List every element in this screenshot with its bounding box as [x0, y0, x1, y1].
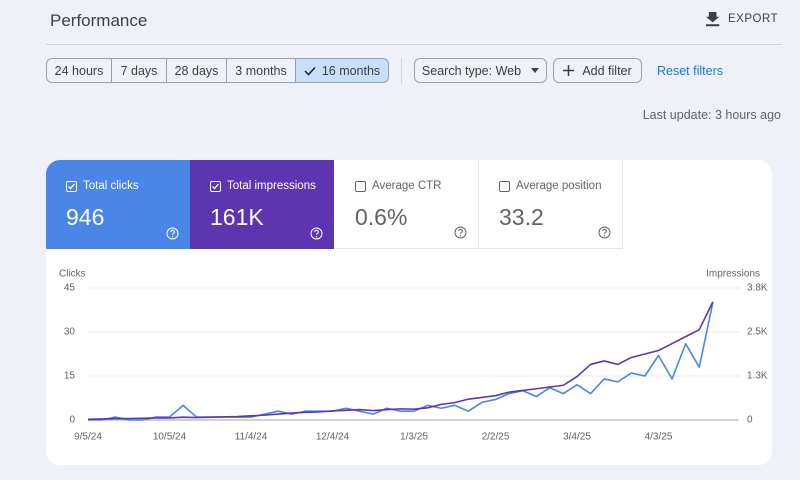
x-tick-label: 4/3/25	[645, 432, 673, 443]
range-button[interactable]: 28 days	[166, 58, 227, 83]
range-label: 16 months	[322, 64, 380, 78]
metric-header: Average position	[499, 180, 622, 192]
y2-axis-title: Impressions	[706, 269, 760, 280]
x-tick-label: 1/3/25	[400, 432, 428, 443]
checkbox	[210, 181, 221, 192]
chart: Clicks Impressions 0 15 30 45 0 1.3K 2.5K 3.8K 9/5…	[46, 250, 772, 465]
checkbox	[499, 181, 510, 192]
y-tick-label: 0	[69, 415, 75, 426]
export-icon	[706, 11, 720, 27]
x-tick-label: 3/4/25	[563, 432, 591, 443]
search-type-label: Search type: Web	[422, 64, 521, 78]
page-title: Performance	[50, 11, 147, 31]
help-icon[interactable]	[454, 226, 467, 239]
checkbox	[66, 181, 77, 192]
y-axis-title: Clicks	[59, 269, 86, 280]
export-button[interactable]: EXPORT	[706, 11, 778, 27]
y-tick-label: 30	[64, 327, 76, 338]
check-icon	[304, 66, 316, 76]
range-button[interactable]: 24 hours	[46, 58, 112, 83]
y2-tick-label: 3.8K	[747, 283, 768, 294]
x-tick-label: 12/4/24	[316, 432, 350, 443]
x-tick-label: 11/4/24	[235, 432, 268, 443]
dropdown-arrow	[531, 68, 539, 73]
help-icon[interactable]	[598, 226, 611, 239]
metric-label: Total clicks	[83, 180, 139, 192]
y2-tick-label: 1.3K	[747, 371, 768, 382]
x-tick-label: 10/5/24	[153, 432, 187, 443]
metric-header: Total clicks	[66, 180, 190, 192]
x-tick-label: 2/2/25	[482, 432, 510, 443]
metric-label: Average position	[516, 180, 601, 192]
series-line	[88, 302, 713, 419]
add-filter-label: Add filter	[582, 64, 631, 78]
divider	[46, 44, 782, 45]
series-line	[88, 303, 713, 420]
search-type-dropdown[interactable]: Search type: Web	[414, 58, 547, 83]
last-update: Last update: 3 hours ago	[643, 108, 781, 122]
performance-card: Total clicks946 Total impressions161K Av…	[46, 160, 772, 465]
metric-tile[interactable]: Average CTR0.6%	[335, 160, 479, 249]
y-tick-label: 15	[64, 371, 76, 382]
metric-label: Average CTR	[372, 180, 441, 192]
separator	[401, 58, 402, 84]
plus-icon	[563, 65, 574, 76]
y-tick-label: 45	[64, 283, 76, 294]
metric-header: Average CTR	[355, 180, 478, 192]
reset-filters-link[interactable]: Reset filters	[657, 64, 723, 78]
metric-tile[interactable]: Average position33.2	[479, 160, 623, 249]
range-button[interactable]: 3 months	[226, 58, 296, 83]
checkbox	[355, 181, 366, 192]
add-filter-button[interactable]: Add filter	[553, 58, 642, 83]
y2-tick-label: 0	[747, 415, 753, 426]
x-tick-label: 9/5/24	[74, 432, 102, 443]
help-icon[interactable]	[310, 227, 323, 240]
metric-tile[interactable]: Total impressions161K	[190, 160, 334, 249]
metric-tile[interactable]: Total clicks946	[46, 160, 190, 249]
range-button[interactable]: 7 days	[111, 58, 167, 83]
export-label: EXPORT	[728, 13, 778, 25]
metric-header: Total impressions	[210, 180, 334, 192]
metric-label: Total impressions	[227, 180, 316, 192]
y2-tick-label: 2.5K	[747, 327, 768, 338]
help-icon[interactable]	[166, 227, 179, 240]
range-button-selected[interactable]: 16 months	[295, 58, 389, 83]
